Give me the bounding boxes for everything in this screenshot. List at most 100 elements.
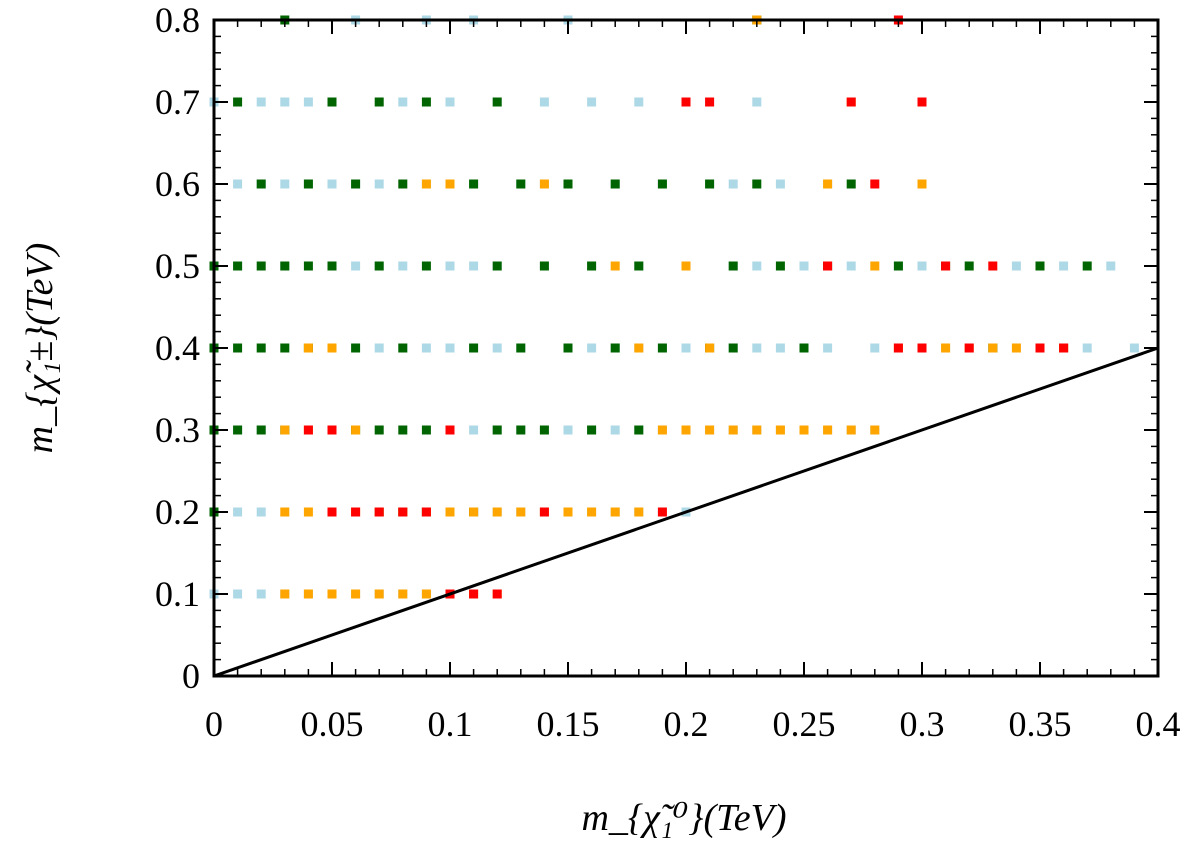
point-dark-green-67: [728, 343, 738, 353]
point-dark-green-80: [1035, 261, 1045, 271]
point-red-13: [681, 97, 691, 107]
point-dark-green-57: [610, 179, 620, 189]
point-dark-green-10: [256, 261, 266, 271]
point-orange-32: [657, 425, 667, 435]
x-tick-label-6: 0.3: [900, 704, 945, 744]
point-dark-green-78: [964, 261, 974, 271]
point-dark-green-4: [233, 425, 243, 435]
point-red-5: [398, 507, 408, 517]
point-dark-green-49: [516, 179, 526, 189]
point-orange-16: [398, 589, 408, 599]
point-dark-green-7: [233, 97, 243, 107]
point-orange-35: [728, 425, 738, 435]
point-light-blue-58: [492, 343, 502, 353]
point-orange-0: [280, 589, 290, 599]
point-light-blue-120: [846, 261, 856, 271]
point-orange-58: [445, 179, 455, 189]
point-orange-11: [351, 589, 361, 599]
y-tick-label-7: 0.7: [155, 82, 200, 122]
point-light-blue-52: [469, 425, 479, 435]
point-orange-52: [870, 261, 880, 271]
x-tick-label-7: 0.35: [1009, 704, 1072, 744]
point-dark-green-34: [421, 425, 431, 435]
point-dark-green-48: [516, 343, 526, 353]
x-axis-label: m_{χ̃₁⁰}(TeV): [581, 797, 786, 839]
point-red-12: [657, 507, 667, 517]
point-orange-57: [610, 261, 620, 271]
point-dark-green-44: [492, 425, 502, 435]
y-tick-label-8: 0.8: [155, 0, 200, 40]
point-light-blue-105: [728, 179, 738, 189]
point-light-blue-69: [539, 97, 549, 107]
point-dark-green-9: [256, 343, 266, 353]
point-light-blue-132: [1059, 261, 1069, 271]
point-red-11: [539, 507, 549, 517]
point-orange-29: [587, 507, 597, 517]
point-dark-green-23: [351, 343, 361, 353]
point-orange-44: [941, 343, 951, 353]
point-dark-green-56: [610, 343, 620, 353]
point-orange-18: [421, 589, 431, 599]
point-orange-47: [1011, 343, 1021, 353]
series-red: [303, 15, 1069, 599]
point-light-blue-77: [587, 343, 597, 353]
point-light-blue-48: [445, 261, 455, 271]
point-red-19: [941, 261, 951, 271]
series-light-blue: [209, 15, 1139, 599]
point-orange-55: [705, 343, 715, 353]
point-red-14: [705, 97, 715, 107]
point-dark-green-66: [705, 179, 715, 189]
point-light-blue-81: [610, 425, 620, 435]
point-light-blue-122: [870, 343, 880, 353]
point-light-blue-130: [1011, 261, 1021, 271]
point-orange-34: [705, 425, 715, 435]
point-light-blue-10: [233, 179, 243, 189]
point-orange-28: [563, 507, 573, 517]
point-orange-37: [775, 425, 785, 435]
point-dark-green-53: [563, 179, 573, 189]
tick-labels-layer: 0 0.05 0.1 0.15 0.2 0.25 0.3 0.35 0.4 0 0.1 0.2 0.3 0…: [155, 0, 1181, 744]
point-dark-green-30: [398, 425, 408, 435]
point-light-blue-22: [303, 97, 313, 107]
point-orange-60: [539, 179, 549, 189]
point-light-blue-135: [1129, 343, 1139, 353]
point-dark-green-50: [539, 425, 549, 435]
point-light-blue-11: [256, 589, 266, 599]
point-red-4: [374, 507, 384, 517]
point-dark-green-71: [775, 261, 785, 271]
point-red-15: [846, 97, 856, 107]
point-dark-green-11: [256, 179, 266, 189]
point-light-blue-95: [681, 343, 691, 353]
point-light-blue-108: [752, 261, 762, 271]
y-tick-label-0: 0: [182, 656, 200, 696]
point-dark-green-17: [303, 261, 313, 271]
point-red-0: [303, 425, 313, 435]
point-dark-green-27: [374, 261, 384, 271]
point-light-blue-12: [256, 507, 266, 517]
point-light-blue-112: [775, 179, 785, 189]
point-orange-13: [351, 425, 361, 435]
point-orange-21: [445, 507, 455, 517]
point-orange-25: [492, 507, 502, 517]
point-red-25: [893, 343, 903, 353]
point-red-26: [917, 343, 927, 353]
point-orange-10: [327, 343, 337, 353]
point-dark-green-43: [469, 179, 479, 189]
point-orange-7: [327, 589, 337, 599]
point-red-10: [445, 425, 455, 435]
point-dark-green-47: [516, 425, 526, 435]
y-tick-label-2: 0.2: [155, 492, 200, 532]
point-light-blue-19: [280, 97, 290, 107]
point-light-blue-111: [775, 343, 785, 353]
point-orange-6: [303, 343, 313, 353]
point-orange-59: [421, 179, 431, 189]
point-dark-green-54: [587, 425, 597, 435]
point-light-blue-107: [752, 343, 762, 353]
point-light-blue-88: [634, 97, 644, 107]
point-red-22: [1035, 343, 1045, 353]
point-orange-39: [823, 425, 833, 435]
point-light-blue-34: [374, 179, 384, 189]
point-dark-green-52: [563, 343, 573, 353]
x-tick-label-0: 0: [205, 704, 223, 744]
point-light-blue-6: [233, 589, 243, 599]
